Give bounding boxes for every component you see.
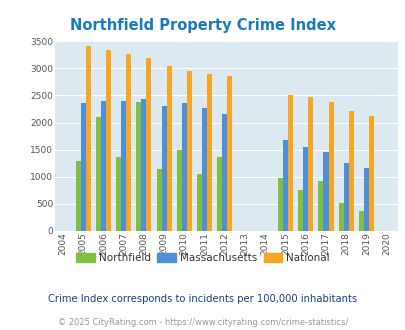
- Bar: [297, 190, 303, 231]
- Bar: [202, 109, 207, 231]
- Bar: [126, 54, 131, 231]
- Bar: [318, 181, 323, 231]
- Bar: [196, 174, 202, 231]
- Bar: [207, 74, 212, 231]
- Text: Northfield Property Crime Index: Northfield Property Crime Index: [70, 18, 335, 33]
- Bar: [217, 157, 222, 231]
- Bar: [75, 160, 81, 231]
- Bar: [156, 169, 161, 231]
- Bar: [186, 71, 192, 231]
- Bar: [288, 95, 292, 231]
- Bar: [166, 66, 171, 231]
- Bar: [146, 57, 151, 231]
- Bar: [176, 150, 181, 231]
- Bar: [116, 157, 121, 231]
- Bar: [363, 168, 368, 231]
- Bar: [323, 152, 328, 231]
- Bar: [348, 111, 353, 231]
- Bar: [277, 178, 282, 231]
- Bar: [282, 140, 288, 231]
- Bar: [96, 117, 100, 231]
- Bar: [136, 102, 141, 231]
- Bar: [222, 114, 227, 231]
- Bar: [307, 97, 313, 231]
- Bar: [338, 203, 343, 231]
- Bar: [358, 212, 363, 231]
- Bar: [141, 99, 146, 231]
- Bar: [328, 102, 333, 231]
- Bar: [100, 101, 106, 231]
- Bar: [161, 106, 166, 231]
- Bar: [85, 46, 90, 231]
- Bar: [181, 103, 186, 231]
- Bar: [368, 116, 373, 231]
- Legend: Northfield, Massachusetts, National: Northfield, Massachusetts, National: [72, 249, 333, 267]
- Bar: [227, 76, 232, 231]
- Bar: [121, 101, 126, 231]
- Bar: [106, 50, 111, 231]
- Bar: [343, 163, 348, 231]
- Text: Crime Index corresponds to incidents per 100,000 inhabitants: Crime Index corresponds to incidents per…: [48, 294, 357, 304]
- Text: © 2025 CityRating.com - https://www.cityrating.com/crime-statistics/: © 2025 CityRating.com - https://www.city…: [58, 318, 347, 327]
- Bar: [81, 103, 85, 231]
- Bar: [303, 147, 307, 231]
